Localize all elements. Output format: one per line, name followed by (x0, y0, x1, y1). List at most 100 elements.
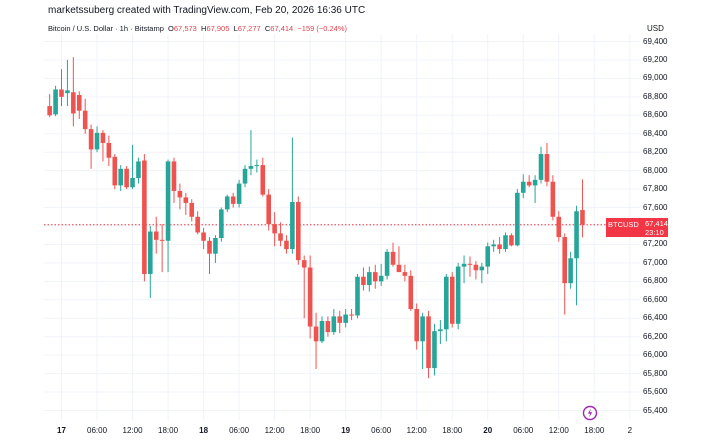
candle-body (361, 276, 366, 286)
y-tick-label: 66,800 (643, 276, 668, 286)
y-tick-label: 67,000 (643, 257, 668, 267)
y-tick-label: 66,600 (643, 294, 668, 304)
legend-change: −159 (−0.24%) (297, 24, 348, 33)
chart-credit: marketssuberg created with TradingView.c… (48, 5, 366, 16)
candle-body (414, 309, 419, 342)
candle-body (550, 181, 556, 217)
candle-body (473, 264, 479, 271)
x-tick-label: 18:00 (442, 426, 463, 435)
candle-body (384, 251, 390, 276)
candle-body (213, 237, 218, 254)
candle-body (574, 211, 579, 259)
candle-body (580, 210, 585, 225)
y-tick-label: 66,200 (643, 331, 668, 341)
candle-body (520, 181, 526, 193)
candle-body (189, 202, 195, 217)
x-tick-label: 06:00 (87, 426, 108, 435)
x-tick-label: 12:00 (264, 426, 285, 435)
candle-body (420, 316, 425, 342)
candle-body (148, 231, 153, 274)
candle-body (165, 161, 171, 241)
legend-open: 67,573 (173, 24, 197, 33)
x-tick-label: 18 (199, 426, 209, 435)
candle-body (396, 264, 402, 273)
candle-body (230, 196, 236, 204)
candle-body (438, 329, 443, 332)
price-tag-symbol: BTCUSD (608, 220, 639, 229)
currency-label: USD (647, 24, 664, 33)
candle-body (100, 132, 106, 143)
x-tick-label: 06:00 (371, 426, 392, 435)
price-tag-countdown: 23:10 (645, 228, 664, 237)
candle-body (296, 202, 301, 261)
ohlc-legend: Bitcoin / U.S. Dollar · 1h · Bitstamp O6… (48, 24, 347, 33)
legend-high-label: H (201, 24, 207, 33)
candle-body (372, 272, 378, 282)
y-tick-label: 68,200 (643, 147, 668, 157)
candle-body (82, 110, 88, 130)
y-tick-label: 69,400 (643, 36, 668, 46)
candle-body (260, 165, 266, 195)
y-tick-label: 67,600 (643, 202, 668, 212)
tradingview-timeline-icon[interactable] (582, 405, 598, 421)
candle-body (290, 202, 295, 250)
candle-body (53, 89, 58, 115)
candle-body (159, 239, 165, 241)
candle-body (284, 240, 289, 250)
candle-body (526, 181, 532, 186)
y-tick-label: 67,800 (643, 184, 668, 194)
candle-body (88, 129, 94, 150)
candle-body (349, 314, 354, 316)
x-tick-label: 12:00 (548, 426, 569, 435)
candle-body (224, 196, 230, 210)
x-tick-label: 12:00 (122, 426, 143, 435)
candle-body (248, 166, 254, 169)
candle-body (272, 224, 277, 234)
x-tick-label: 19 (341, 426, 351, 435)
legend-close: 67,414 (270, 24, 294, 33)
candle-body (432, 331, 437, 369)
candle-body (367, 272, 372, 286)
candle-body (219, 209, 224, 238)
candle-body (171, 161, 177, 191)
candle-body (426, 316, 431, 369)
candle-body (301, 260, 307, 268)
y-tick-label: 69,200 (643, 54, 668, 64)
candle-body (355, 276, 360, 316)
candle-body (313, 326, 319, 342)
candle-body (278, 233, 283, 241)
candle-body (479, 266, 485, 271)
candle-body (485, 246, 491, 267)
legend-high: 67,905 (206, 24, 230, 33)
candle-body (390, 251, 396, 265)
candle-body (337, 316, 343, 323)
y-tick-label: 66,000 (643, 350, 668, 360)
y-tick-label: 65,600 (643, 387, 668, 397)
candle-body (444, 276, 449, 330)
y-tick-label: 68,800 (643, 91, 668, 101)
candle-body (201, 232, 206, 241)
candle-body (59, 89, 64, 97)
x-tick-label: 20 (483, 426, 493, 435)
candle-body (130, 178, 135, 188)
legend-low: 67,277 (237, 24, 261, 33)
x-tick-label: 06:00 (513, 426, 534, 435)
candle-body (65, 90, 70, 94)
candle-body (532, 179, 538, 186)
candle-body (177, 190, 183, 198)
x-tick-label: 18:00 (158, 426, 179, 435)
last-price-tag: BTCUSD 67,414 23:10 (606, 218, 668, 237)
candle-body (118, 168, 123, 186)
candle-body (106, 142, 112, 158)
legend-low-label: L (233, 24, 238, 33)
candle-body (254, 165, 260, 167)
x-tick-label: 18:00 (584, 426, 605, 435)
candle-body (153, 231, 159, 240)
legend-close-label: C (264, 24, 271, 33)
candle-body (515, 192, 520, 246)
candle-body (408, 275, 414, 310)
candle-body (491, 244, 496, 247)
candle-body (319, 321, 325, 342)
x-tick-label: 12:00 (406, 426, 427, 435)
